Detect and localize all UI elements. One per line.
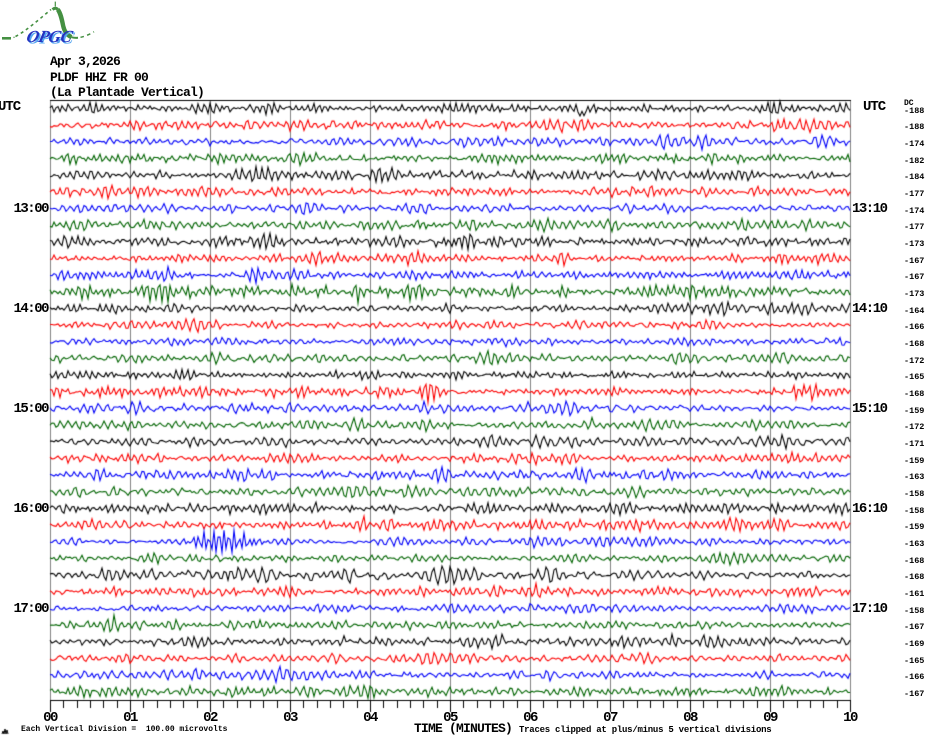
svg-text:OPGC: OPGC	[26, 29, 76, 48]
svg-text:OPGC: OPGC	[25, 27, 75, 46]
